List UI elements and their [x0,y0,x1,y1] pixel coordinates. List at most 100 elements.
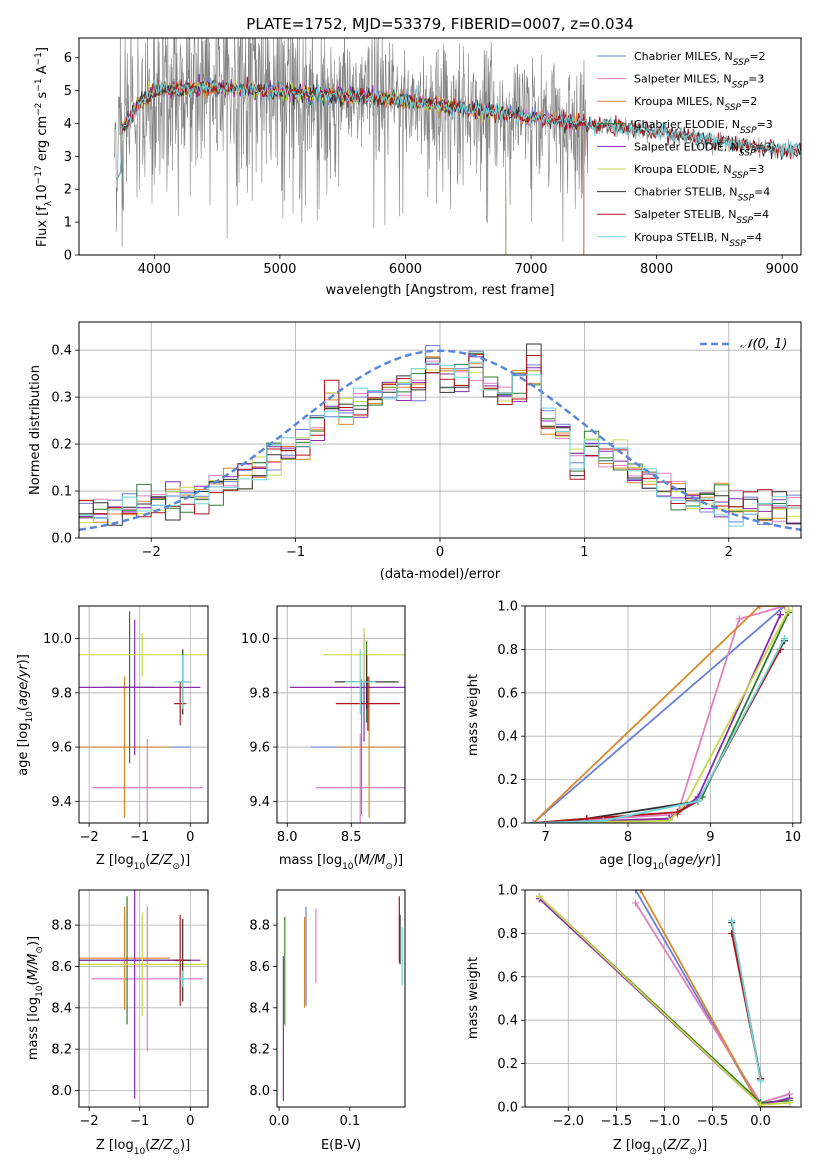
cumulative_weight_Z-ytick-label: 1.0 [497,884,518,899]
cumulative_weight_age-ytick-label: 0.4 [497,730,518,745]
weight-Z-ylabel: mass weight [466,957,481,1039]
mass_vs_ebv-ytick-label: 8.4 [249,1001,270,1016]
weight-age-ylabel: mass weight [466,674,481,756]
age_vs_Z-ytick-label: 9.4 [51,795,72,810]
histogram-salpeter-stelib [79,353,801,518]
mass_vs_ebv-frame [276,889,406,1108]
residuals-ytick-label: 0.4 [51,344,72,359]
age_vs_mass-ytick-label: 10.0 [241,632,270,647]
spectrum-ytick-label: 0 [64,249,72,264]
residuals-plot-area [79,322,801,538]
spectrum-xtick-label: 4000 [138,262,171,277]
mass_vs_Z-xtick-label: 0 [186,1114,194,1129]
model-spectrum-kroupa-stelib [116,79,801,180]
mass_vs_ebv-ytick-label: 8.8 [249,919,270,934]
cumulative_weight_Z-xtick-label: −0.5 [697,1114,729,1129]
mass_vs_Z-ytick-label: 8.0 [51,1084,72,1099]
spectrum-plot-area [113,38,801,255]
cumulative_weight_age-point-marker [756,606,764,610]
cumulative_weight_age-line-kroupa-stelib [533,638,786,823]
legend-entry: Chabrier ELODIE, NSSP=3 [634,118,773,136]
cumulative_weight_age-xtick-label: 8 [624,830,632,845]
cumulative_weight_age-point-marker [781,606,789,610]
mass_vs_Z-xtick-label: −1 [130,1114,149,1129]
cumulative_weight_age-ytick-label: 0.6 [497,686,518,701]
age-vs-mass-xlabel: mass [log10(M/M⊙)] [279,853,403,872]
age_vs_mass-ytick-label: 9.6 [249,741,270,756]
mass_vs_Z-ytick-label: 8.8 [51,919,72,934]
legend-entry: Kroupa STELIB, NSSP=4 [634,231,762,249]
spectrum-xtick-label: 8000 [640,262,673,277]
cumulative_weight_Z-point-marker [632,890,640,894]
mass_vs_Z-xtick-label: −2 [80,1114,99,1129]
cumulative_weight_age-xtick-label: 10 [784,830,801,845]
spectrum-xtick-label: 9000 [766,262,799,277]
legend-entry: Kroupa MILES, NSSP=2 [634,95,757,113]
spectrum-ylabel: Flux [fλ10−17 erg cm−2 s−1 A−1] [34,47,54,247]
age-vs-Z-xlabel: Z [log10(Z/Z⊙)] [96,853,190,872]
mass_vs_ebv-plot-area [282,896,403,1101]
cumulative_weight_age-point-marker [665,817,673,823]
figure-title: PLATE=1752, MJD=53379, FIBERID=0007, z=0… [246,15,633,33]
mass_vs_Z-ytick-label: 8.2 [51,1043,72,1058]
cumulative_weight_age-line-kroupa-miles [532,606,785,823]
cumulative_weight_Z-point-marker [535,893,543,901]
cumulative_weight_age-frame-group: 7 8 9 10 0.0 0.2 0.4 0.6 0.8 1.0 [497,600,802,845]
cumulative_weight_age-point-marker [694,797,702,805]
mass-vs-Z-xlabel: Z [log10(Z/Z⊙)] [96,1138,190,1157]
age-vs-Z-ylabel: age [log10(age/yr)] [16,654,35,776]
cumulative_weight_age-line-salpeter-miles [533,606,785,823]
residuals-ytick-label: 0.1 [51,485,72,500]
mass_vs_ebv-xtick-label: 0.0 [269,1114,290,1129]
spectrum-ytick-label: 4 [64,117,72,132]
age_vs_Z-ytick-label: 10.0 [43,632,72,647]
cumulative_weight_age-ytick-label: 0.0 [497,817,518,832]
spectrum-ytick-label: 6 [64,51,72,66]
age_vs_mass-ytick-label: 9.4 [249,795,270,810]
legend-entry: Chabrier STELIB, NSSP=4 [634,186,770,204]
mass_vs_ebv-ytick-label: 8.0 [249,1084,270,1099]
mass_vs_ebv-axes: 0.0 0.1 8.0 8.2 8.4 8.6 8.8 [249,889,406,1129]
cumulative_weight_Z-xtick-label: −1.0 [649,1114,681,1129]
legend-entry: Kroupa ELODIE, NSSP=3 [634,163,764,181]
cumulative_weight_Z-ytick-label: 0.8 [497,927,518,942]
cumulative_weight_Z-frame-group: −2.0 −1.5 −1.0 −0.5 0.0 0.0 0.2 0.4 0.6 0.8 1.0 [497,884,802,1129]
age_vs_mass-ytick-label: 9.8 [249,686,270,701]
cumulative_weight_Z-line-kroupa-miles [639,890,790,1107]
cumulative_weight_age-line-chabrier-miles [532,606,786,823]
cumulative_weight_age-line-chabrier-elodie [533,612,790,823]
spectrum-ytick-label: 5 [64,84,72,99]
mass_vs_Z-frame-group: −2 −1 0 8.0 8.2 8.4 8.6 8.8 [51,889,209,1129]
age_vs_Z-axes: −2 −1 0 9.4 9.6 9.8 10.0 [43,605,209,845]
cumulative_weight_Z-line-chabrier-miles [634,890,790,1107]
spectrum-xtick-label: 5000 [263,262,296,277]
mass_vs_ebv-frame-group: 0.0 0.1 8.0 8.2 8.4 8.6 8.8 [249,889,406,1129]
age_vs_mass-frame-group: 8.0 8.5 9.4 9.6 9.8 10.0 [241,605,406,845]
residuals-frame-group: −2 −1 0 1 2 0.0 0.1 0.2 0.3 0.4 [51,321,802,560]
cumulative_weight_age-xtick-label: 7 [541,830,549,845]
cumulative_weight_Z-plot-area [525,890,801,1107]
mass-vs-Z-ylabel: mass [log10(M/M⊙)] [26,936,45,1060]
cumulative_weight_Z-ytick-label: 0.4 [497,1014,518,1029]
age_vs_Z-ytick-label: 9.6 [51,741,72,756]
cumulative_weight_age-point-marker [776,611,784,619]
age_vs_Z-xtick-label: −1 [130,830,149,845]
mass_vs_ebv-ytick-label: 8.2 [249,1043,270,1058]
cumulative_weight_age-point-marker [673,808,681,816]
cumulative_weight_age-xtick-label: 9 [706,830,714,845]
cumulative_weight_Z-point-marker [757,1101,765,1107]
legend-entry: Chabrier MILES, NSSP=2 [634,50,766,68]
cumulative_weight_age-plot-area [525,606,801,823]
mass_vs_Z-plot-area [79,890,208,1107]
mass_vs_Z-frame [78,889,209,1108]
age_vs_Z-plot-area [79,606,208,823]
age_vs_mass-plot-area [277,606,405,823]
residuals-ytick-label: 0.0 [51,532,72,547]
mass-vs-ebv-xlabel: E(B-V) [321,1138,361,1153]
spectrum-frame [78,37,802,256]
spectrum-xtick-label: 7000 [514,262,547,277]
residuals-xtick-label: −1 [286,545,305,560]
age_vs_Z-ytick-label: 9.8 [51,686,72,701]
mass_vs_Z-axes: −2 −1 0 8.0 8.2 8.4 8.6 8.8 [51,889,209,1129]
